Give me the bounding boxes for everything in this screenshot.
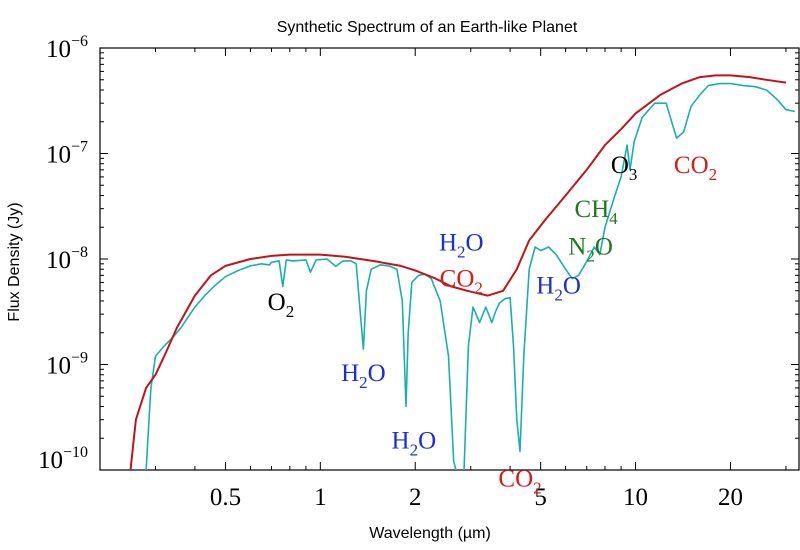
molecule-label-subscript: 2	[359, 373, 368, 392]
molecule-label-base: CO	[674, 152, 709, 179]
y-tick-label: 10−10	[38, 444, 88, 474]
molecule-label: H2O	[341, 360, 386, 392]
molecule-label-tail: O	[466, 230, 484, 257]
spectrum-line	[145, 82, 795, 470]
molecule-label-base: H	[341, 360, 359, 387]
x-tick-label: 10	[623, 484, 648, 511]
molecule-label-subscript: 2	[410, 440, 419, 459]
x-tick-label: 20	[718, 484, 743, 511]
molecule-label-subscript: 3	[629, 165, 638, 184]
molecule-label: O3	[611, 152, 638, 184]
x-tick-label: 1	[314, 484, 327, 511]
x-tick-label: 2	[409, 484, 422, 511]
molecule-label-base: O	[268, 289, 286, 316]
molecule-label-base: H	[392, 427, 410, 454]
molecule-label-tail: O	[563, 273, 581, 300]
chart-title: Synthetic Spectrum of an Earth-like Plan…	[277, 19, 578, 36]
x-tick-label: 5	[534, 484, 547, 511]
molecule-label-subscript: 2	[286, 302, 295, 321]
molecule-label-base: N	[568, 234, 586, 261]
continuum-line	[129, 74, 787, 470]
y-tick-exponent: −7	[71, 139, 88, 156]
molecule-label-tail: O	[595, 234, 613, 261]
molecule-label: N2O	[568, 234, 613, 266]
molecule-label-base: CH	[575, 196, 610, 223]
molecule-label-base: CO	[498, 465, 533, 492]
y-axis-label: Flux Density (Jy)	[6, 202, 23, 321]
x-tick-label: 0.5	[210, 484, 241, 511]
molecule-label-subscript: 2	[474, 278, 483, 297]
y-tick-base: 10	[38, 447, 63, 474]
molecule-label: H2O	[536, 273, 581, 305]
molecule-label: CO2	[498, 465, 541, 497]
molecule-label-subscript: 2	[709, 165, 718, 184]
y-tick-base: 10	[46, 353, 71, 380]
molecule-label-base: H	[439, 230, 457, 257]
molecule-label: O2	[268, 289, 295, 321]
plot-area	[129, 74, 795, 470]
molecule-label-subscript: 2	[586, 247, 595, 266]
molecule-label-subscript: 2	[554, 286, 563, 305]
molecule-label-base: H	[536, 273, 554, 300]
y-tick-label: 10−6	[46, 33, 88, 63]
y-tick-exponent: −8	[71, 244, 88, 261]
molecule-label-subscript: 4	[609, 209, 618, 228]
molecule-label: CO2	[440, 265, 483, 297]
molecule-label-base: O	[611, 152, 629, 179]
y-tick-exponent: −6	[71, 33, 88, 50]
molecule-label-tail: O	[368, 360, 386, 387]
y-tick-label: 10−7	[46, 139, 88, 169]
x-axis: 0.5 1 2 5 10 20	[99, 48, 787, 511]
y-tick-base: 10	[46, 142, 71, 169]
y-tick-label: 10−8	[46, 244, 88, 274]
x-axis-label: Wavelength (µm)	[369, 525, 491, 542]
molecule-label: H2O	[392, 427, 437, 459]
molecule-label-subscript: 2	[533, 478, 542, 497]
molecule-label: CH4	[575, 196, 619, 228]
molecule-label: H2O	[439, 230, 484, 262]
y-tick-exponent: −10	[63, 444, 88, 461]
plot-frame	[99, 47, 800, 471]
y-tick-label: 10−9	[46, 350, 88, 380]
y-tick-base: 10	[46, 247, 71, 274]
y-tick-base: 10	[46, 36, 71, 63]
molecule-label: CO2	[674, 152, 717, 184]
molecule-label-subscript: 2	[457, 243, 466, 262]
y-tick-exponent: −9	[71, 350, 88, 367]
molecule-label-tail: O	[418, 427, 436, 454]
molecule-label-base: CO	[440, 265, 475, 292]
